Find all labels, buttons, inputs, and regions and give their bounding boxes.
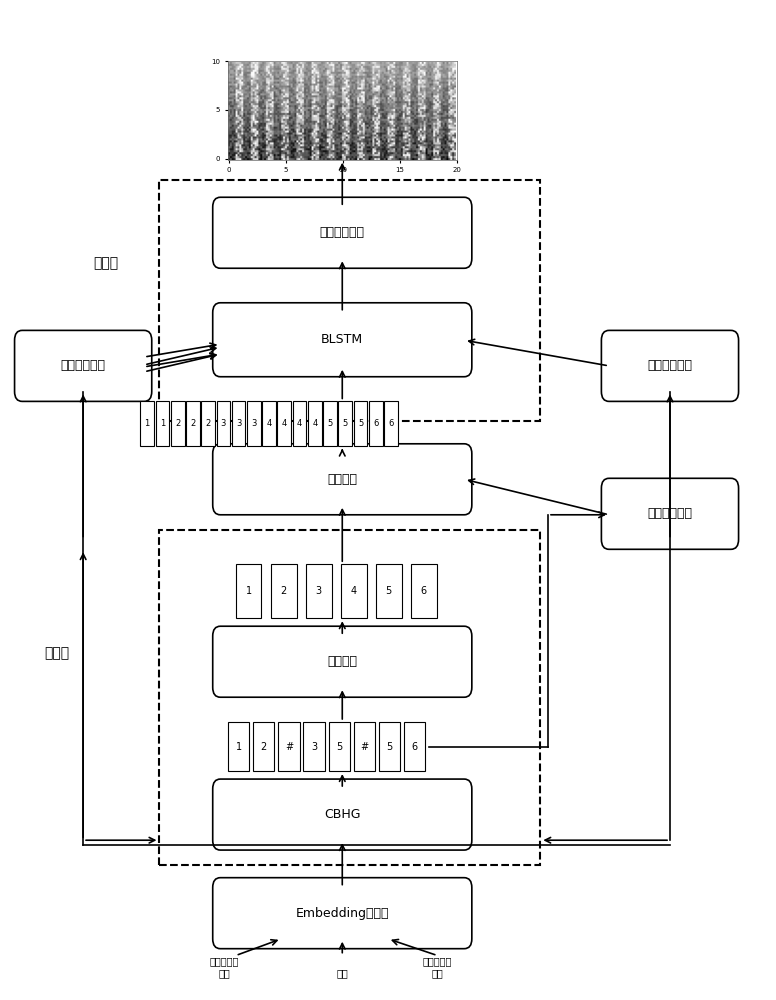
Text: 3: 3 [236, 419, 241, 428]
FancyBboxPatch shape [213, 197, 472, 268]
Text: 5: 5 [386, 586, 392, 596]
Text: 4: 4 [282, 419, 287, 428]
Text: 线型仿射变换: 线型仿射变换 [320, 226, 365, 239]
Text: 第一说话人
标签: 第一说话人 标签 [210, 957, 239, 978]
Text: 5: 5 [343, 419, 348, 428]
Text: 2: 2 [190, 419, 196, 428]
Bar [328, 722, 350, 771]
Bar [411, 564, 437, 618]
Text: Embedding嵌入层: Embedding嵌入层 [296, 907, 389, 920]
Bar [279, 722, 300, 771]
Text: #: # [285, 742, 293, 752]
Text: 能量控制单元: 能量控制单元 [647, 359, 692, 372]
Text: 4: 4 [351, 586, 357, 596]
Text: 2: 2 [280, 586, 286, 596]
Text: 5: 5 [358, 419, 363, 428]
Text: 1: 1 [236, 742, 241, 752]
Bar [341, 564, 367, 618]
FancyBboxPatch shape [15, 330, 152, 401]
Text: BLSTM: BLSTM [321, 333, 363, 346]
Bar [247, 401, 261, 446]
Text: 1: 1 [160, 419, 165, 428]
Text: 6: 6 [373, 419, 379, 428]
Bar [155, 401, 169, 446]
Bar [324, 401, 337, 446]
Bar [306, 564, 331, 618]
Bar [384, 401, 398, 446]
Text: 1: 1 [144, 419, 150, 428]
Text: 3: 3 [251, 419, 257, 428]
Bar [228, 722, 249, 771]
Text: 文本: 文本 [337, 968, 348, 978]
Text: 5: 5 [336, 742, 342, 752]
Bar [171, 401, 185, 446]
Bar [338, 401, 352, 446]
Bar [308, 401, 322, 446]
Bar [379, 722, 400, 771]
Text: 解码器: 解码器 [93, 256, 119, 270]
Bar [278, 401, 291, 446]
Bar [303, 722, 324, 771]
Text: 4: 4 [266, 419, 272, 428]
Text: 编码器: 编码器 [44, 646, 69, 660]
Text: #: # [360, 742, 369, 752]
Text: 3: 3 [316, 586, 322, 596]
FancyBboxPatch shape [213, 444, 472, 515]
Bar [271, 564, 296, 618]
Bar [354, 401, 367, 446]
Bar [293, 401, 307, 446]
Text: CBHG: CBHG [324, 808, 361, 821]
Bar [186, 401, 199, 446]
Bar [369, 401, 383, 446]
FancyBboxPatch shape [601, 478, 739, 549]
Bar [232, 401, 245, 446]
Text: 跳跃模块: 跳跃模块 [327, 655, 357, 668]
Text: 3: 3 [220, 419, 226, 428]
FancyBboxPatch shape [213, 303, 472, 377]
Bar [217, 401, 230, 446]
FancyBboxPatch shape [213, 779, 472, 850]
Text: 5: 5 [386, 742, 393, 752]
Bar [404, 722, 425, 771]
Text: 1: 1 [245, 586, 251, 596]
Bar [159, 530, 540, 865]
Bar [201, 401, 215, 446]
Text: 对齐单元: 对齐单元 [327, 473, 357, 486]
Text: 第二说话人
标签: 第二说话人 标签 [423, 957, 452, 978]
Text: 5: 5 [327, 419, 333, 428]
Text: 4: 4 [312, 419, 317, 428]
Text: 2: 2 [206, 419, 211, 428]
FancyBboxPatch shape [213, 626, 472, 697]
Bar [253, 722, 275, 771]
Text: 4: 4 [297, 419, 302, 428]
Bar [236, 564, 262, 618]
Bar [159, 180, 540, 421]
FancyBboxPatch shape [601, 330, 739, 401]
Text: 6: 6 [388, 419, 393, 428]
Bar [262, 401, 276, 446]
Text: 2: 2 [261, 742, 267, 752]
Bar [140, 401, 154, 446]
Text: 6: 6 [421, 586, 427, 596]
Bar [376, 564, 402, 618]
FancyBboxPatch shape [213, 878, 472, 949]
Text: 音高控制单元: 音高控制单元 [61, 359, 106, 372]
Text: 时长控制单元: 时长控制单元 [647, 507, 692, 520]
Bar [354, 722, 375, 771]
Text: 3: 3 [311, 742, 317, 752]
Text: 2: 2 [175, 419, 180, 428]
Text: 6: 6 [411, 742, 417, 752]
